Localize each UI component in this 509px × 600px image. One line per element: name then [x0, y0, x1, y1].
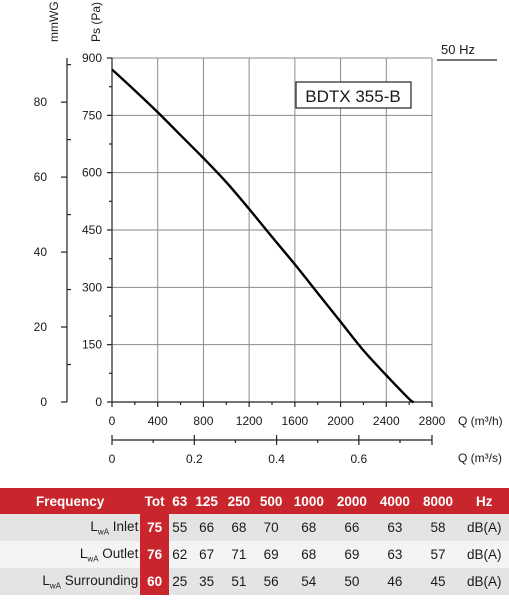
frequency-label: 50 Hz	[441, 42, 475, 57]
header-4000: 4000	[379, 493, 410, 509]
row-total: 75	[140, 514, 169, 541]
table-row: LwA Inlet 75 55 66 68 70 68 66 63 58 dB(A)	[0, 514, 509, 541]
x2-axis-title: Q (m³/s)	[458, 451, 502, 465]
row-value: 66	[199, 520, 215, 535]
row-value: 46	[387, 574, 403, 589]
x2-tick-label: 0.2	[186, 452, 203, 466]
x-tick-label: 400	[148, 414, 168, 428]
row-total: 76	[140, 541, 169, 568]
row-unit: dB(A)	[466, 520, 502, 535]
header-8000: 8000	[422, 493, 453, 509]
fan-curve-line	[111, 68, 415, 404]
x-tick-label: 0	[109, 414, 116, 428]
row-value: 68	[301, 520, 317, 535]
y-pa-tick-label: 750	[82, 108, 102, 122]
y-left-title: mmWG	[47, 1, 61, 42]
table-row: LwA Surrounding 60 25 35 51 56 54 50 46 45 dB(A)	[0, 568, 509, 595]
row-value: 63	[387, 547, 403, 562]
table-body: LwA Inlet 75 55 66 68 70 68 66 63 58 dB(A) LwA Outl…	[0, 514, 509, 595]
y-mmwg-tick-label: 40	[34, 245, 48, 259]
row-value: 50	[344, 574, 360, 589]
header-500: 500	[259, 493, 283, 509]
chart-title-box	[295, 81, 412, 109]
y-mmwg-tick-label: 80	[34, 95, 48, 109]
y-pa-tick-label: 0	[95, 395, 102, 409]
row-value: 35	[199, 574, 215, 589]
x-tick-label: 2800	[419, 414, 446, 428]
header-63: 63	[172, 493, 188, 509]
row-label-name: Inlet	[109, 518, 139, 534]
row-value: 67	[199, 547, 215, 562]
x-axis-title: Q (m³/h)	[458, 414, 503, 428]
row-label: LwA Outlet	[0, 541, 140, 568]
row-value: 57	[430, 547, 446, 562]
x2-tick-label: 0	[109, 452, 116, 466]
row-unit: dB(A)	[466, 547, 502, 562]
x2-tick-label: 0.4	[268, 452, 285, 466]
row-label-subscript: wA	[87, 554, 99, 564]
row-label-name: Surrounding	[61, 572, 139, 588]
header-250: 250	[227, 493, 251, 509]
sound-power-table: Frequency Tot 63 125 250 500 1000 2000 4000 8000 H…	[0, 488, 509, 595]
table-row: LwA Outlet 76 62 67 71 69 68 69 63 57 dB(A)	[0, 541, 509, 568]
row-value: 69	[344, 547, 360, 562]
header-tot: Tot	[144, 493, 165, 509]
row-value: 45	[430, 574, 446, 589]
row-value: 68	[231, 520, 247, 535]
row-label-subscript: wA	[49, 581, 62, 591]
row-label-letter: L	[79, 545, 88, 561]
row-value: 56	[263, 574, 279, 589]
y-right-title: Ps (Pa)	[89, 2, 103, 42]
axis-labels: 0 400 800 1200 1600 2000 2400 28000150300450600…	[34, 51, 446, 466]
y-mmwg-tick-label: 0	[40, 395, 47, 409]
row-value: 55	[172, 520, 188, 535]
x-tick-label: 1600	[282, 414, 309, 428]
row-value: 70	[263, 520, 279, 535]
row-value: 58	[430, 520, 446, 535]
x-tick-label: 2400	[373, 414, 400, 428]
row-value: 25	[172, 574, 188, 589]
series	[111, 68, 415, 404]
header-hz: Hz	[475, 493, 493, 509]
row-value: 62	[172, 547, 188, 562]
row-value: 51	[231, 574, 247, 589]
row-total: 60	[140, 568, 169, 595]
fan-curve-chart: 0 400 800 1200 1600 2000 2400 28000150300450600…	[34, 1, 503, 466]
x-tick-label: 800	[193, 414, 213, 428]
row-value: 66	[344, 520, 360, 535]
grid	[112, 57, 433, 402]
x-tick-label: 1200	[236, 414, 263, 428]
row-label-subscript: wA	[97, 527, 110, 537]
axes	[61, 57, 433, 445]
row-label-name: Outlet	[98, 545, 139, 561]
row-value: 69	[263, 547, 279, 562]
row-value: 63	[387, 520, 403, 535]
y-pa-tick-label: 450	[82, 223, 102, 237]
header-125: 125	[195, 493, 218, 509]
row-label: LwA Surrounding	[0, 568, 140, 595]
header-1000: 1000	[293, 493, 324, 509]
y-pa-tick-label: 300	[82, 280, 102, 294]
row-unit: dB(A)	[466, 574, 502, 589]
header-2000: 2000	[336, 493, 367, 509]
y-pa-tick-label: 150	[82, 338, 102, 352]
row-value: 54	[301, 574, 317, 589]
chart-title: BDTX 355-B	[305, 87, 400, 106]
x-tick-label: 2000	[327, 414, 354, 428]
header-frequency: Frequency	[36, 493, 105, 509]
y-mmwg-tick-label: 20	[34, 320, 48, 334]
row-value: 68	[301, 547, 317, 562]
row-value: 71	[231, 547, 247, 562]
x2-tick-label: 0.6	[351, 452, 368, 466]
row-label: LwA Inlet	[0, 514, 140, 541]
row-label-letter: L	[90, 518, 98, 534]
y-pa-tick-label: 900	[82, 51, 102, 65]
table-header-row: Frequency Tot 63 125 250 500 1000 2000 4000 8000 H…	[0, 488, 509, 514]
y-pa-tick-label: 600	[82, 166, 102, 180]
row-label-letter: L	[42, 572, 50, 588]
y-mmwg-tick-label: 60	[34, 170, 48, 184]
